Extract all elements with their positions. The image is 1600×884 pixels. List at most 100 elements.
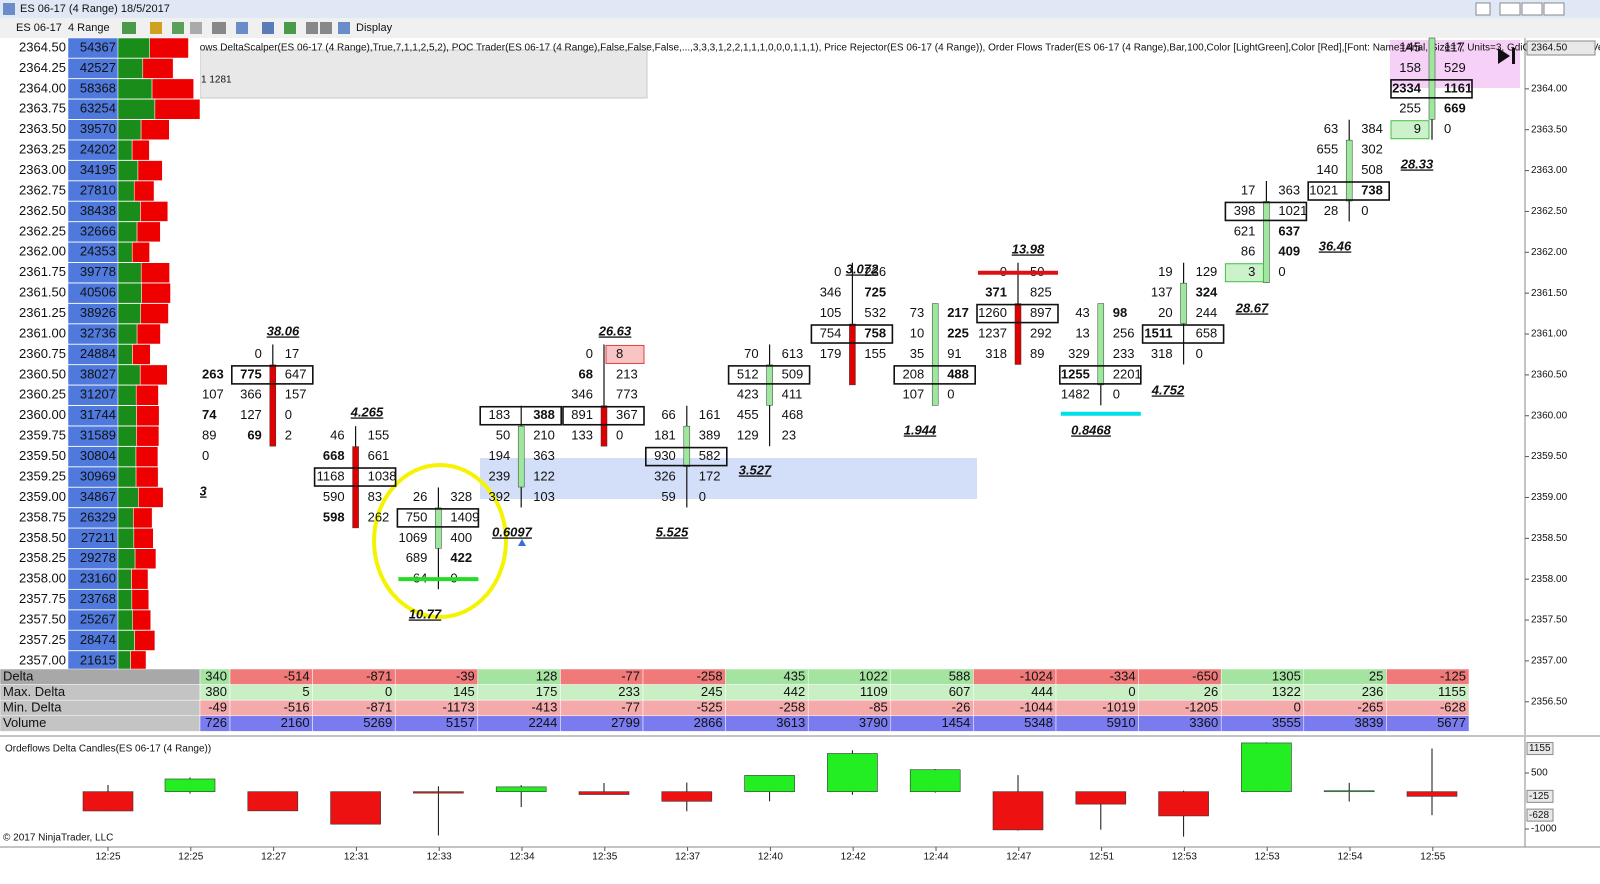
period-selector[interactable]: 4 Range: [68, 22, 110, 34]
bid-volume: 28: [1324, 203, 1338, 218]
table-value: -265: [1357, 700, 1383, 715]
ask-volume: 213: [616, 366, 638, 381]
table-value: -871: [366, 668, 392, 683]
poc-box: [727, 365, 811, 385]
poc-box: [644, 446, 728, 467]
row-label: Min. Delta: [3, 700, 62, 715]
ladder-volume: 24884: [80, 346, 116, 361]
table-value: 444: [1031, 684, 1053, 699]
bid-volume: 183: [488, 407, 510, 422]
ask-volume: 89: [1030, 346, 1044, 361]
display-menu[interactable]: Display: [356, 22, 393, 34]
price-tick-label: 2363.50: [1531, 124, 1568, 135]
table-value: 245: [701, 684, 723, 699]
poc-box: [1224, 201, 1308, 222]
maximize-button[interactable]: [1521, 2, 1543, 16]
buy-volume-bar: [117, 385, 137, 406]
bid-volume: 86: [1241, 244, 1255, 259]
table-value: -650: [1192, 668, 1218, 683]
ask-volume: 161: [699, 407, 721, 422]
table-value: -49: [208, 700, 227, 715]
bid-volume: 621: [1234, 223, 1256, 238]
ask-volume: 0: [1113, 387, 1120, 402]
poc-box: [976, 303, 1059, 324]
sell-volume-bar: [131, 568, 149, 590]
pane-title: Ordeflows Delta Candles(ES 06-17 (4 Rang…: [5, 744, 211, 755]
candle-body: [495, 786, 547, 792]
buy-volume-bar: [117, 99, 156, 120]
table-value: 726: [205, 715, 227, 730]
bid-volume: 10: [910, 325, 924, 340]
price-tick-label: 2356.50: [1531, 696, 1568, 707]
ask-volume: 172: [699, 468, 721, 483]
ask-volume: 529: [1444, 60, 1466, 75]
annotation: 28.33: [1400, 156, 1434, 171]
play-icon[interactable]: [1498, 48, 1515, 64]
app-icon: [3, 3, 15, 15]
row-label: Max. Delta: [3, 684, 66, 699]
ask-volume: 256: [1113, 325, 1135, 340]
ask-volume: 384: [1361, 121, 1383, 136]
price-tick-label: 2362.00: [1531, 247, 1568, 258]
candle-body: [578, 791, 630, 795]
ask-volume: 98: [1113, 305, 1127, 320]
ask-volume: 122: [533, 468, 555, 483]
bid-volume: 455: [737, 407, 759, 422]
table-value: 380: [205, 684, 227, 699]
bar-body: [435, 507, 442, 549]
close-button[interactable]: [1543, 2, 1565, 16]
ask-volume: 532: [864, 305, 886, 320]
buy-volume-bar: [117, 466, 137, 488]
buy-volume-bar: [117, 323, 138, 345]
time-label: 12:51: [1089, 852, 1114, 863]
table-value: 0: [385, 684, 392, 699]
ladder-price: 2362.50: [19, 203, 66, 218]
ladder-price: 2361.25: [19, 305, 66, 320]
ladder-volume: 31744: [80, 407, 116, 422]
ladder-volume: 30804: [80, 448, 116, 463]
buy-volume-bar: [117, 405, 137, 426]
buy-volume-bar: [117, 242, 133, 263]
table-value: 0: [1294, 700, 1301, 715]
bid-volume: 371: [985, 285, 1007, 300]
table-value: 5269: [363, 715, 392, 730]
sell-volume-bar: [135, 446, 159, 467]
time-label: 12:42: [841, 852, 866, 863]
candle-body: [1323, 790, 1375, 793]
sell-volume-bar: [132, 344, 151, 365]
window-button[interactable]: [1475, 2, 1491, 16]
minimize-button[interactable]: [1499, 2, 1521, 16]
time-label: 12:54: [1337, 852, 1362, 863]
table-cell: [312, 684, 396, 701]
time-label: 12:35: [592, 852, 617, 863]
ladder-volume: 40506: [80, 285, 116, 300]
cell-highlight: [605, 344, 645, 364]
bid-volume: 59: [661, 489, 675, 504]
cell-highlight: [1224, 263, 1264, 283]
sell-volume-bar: [149, 37, 189, 59]
ladder-price: 2358.00: [19, 571, 66, 586]
overlay-text: 1 1281: [201, 75, 232, 86]
instrument-selector[interactable]: ES 06-17: [16, 22, 62, 34]
table-value: 175: [536, 684, 558, 699]
bid-volume: 668: [323, 448, 345, 463]
ladder-price: 2364.50: [19, 39, 66, 54]
bid-volume: 13: [1075, 325, 1089, 340]
title-bar: [0, 0, 1600, 18]
bar-body: [931, 303, 939, 406]
ask-volume: 2201: [1113, 366, 1142, 381]
candle-body: [827, 753, 878, 792]
buy-volume-bar: [117, 58, 144, 79]
bid-volume: 512: [737, 366, 759, 381]
annotation: 0.6097: [492, 524, 533, 539]
ask-volume: 103: [533, 489, 555, 504]
price-tick-label: 2357.00: [1531, 656, 1568, 667]
bar-body: [766, 364, 773, 406]
bid-volume: 346: [571, 387, 593, 402]
table-value: -258: [779, 700, 805, 715]
ladder-volume: 21615: [80, 652, 116, 667]
price-tick-label: 2364.00: [1531, 84, 1568, 95]
ask-volume: 91: [947, 346, 961, 361]
ladder-price: 2362.75: [19, 182, 66, 197]
annotation: 4.752: [1151, 382, 1185, 397]
